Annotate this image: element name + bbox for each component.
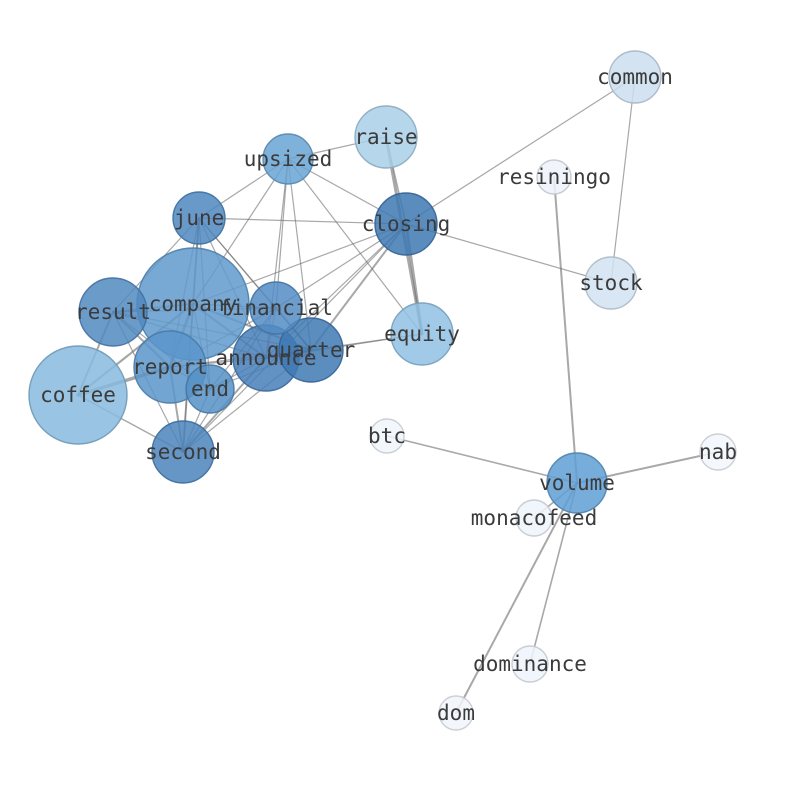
edge-closing-june [198,217,407,225]
node-second[interactable] [151,420,215,484]
edge-volume-dom [455,482,578,714]
node-btc[interactable] [369,418,405,454]
edge-closing-stock [405,223,612,284]
edge-volume-btc [386,435,578,484]
node-closing[interactable] [374,192,438,256]
edge-upsized-equity [287,158,423,335]
node-coffee[interactable] [28,345,128,445]
node-upsized[interactable] [262,133,314,185]
node-stock[interactable] [584,256,638,310]
node-volume[interactable] [546,452,608,514]
node-nab[interactable] [699,433,737,471]
edge-volume-dominance [529,482,578,665]
node-result[interactable] [78,277,148,347]
node-quarter[interactable] [278,317,344,383]
node-equity[interactable] [390,302,454,366]
node-june[interactable] [172,191,226,245]
node-dominance[interactable] [511,645,549,683]
node-resiningo[interactable] [536,159,572,195]
node-monacofeed[interactable] [515,499,553,537]
node-common[interactable] [608,50,662,104]
node-end[interactable] [185,364,235,414]
edge-resiningo-volume [553,176,578,484]
edge-common-closing [405,76,636,225]
node-financial[interactable] [249,281,303,335]
nodes-layer [28,50,737,731]
node-dom[interactable] [438,695,474,731]
edge-common-stock [610,76,636,284]
node-raise[interactable] [354,105,418,169]
